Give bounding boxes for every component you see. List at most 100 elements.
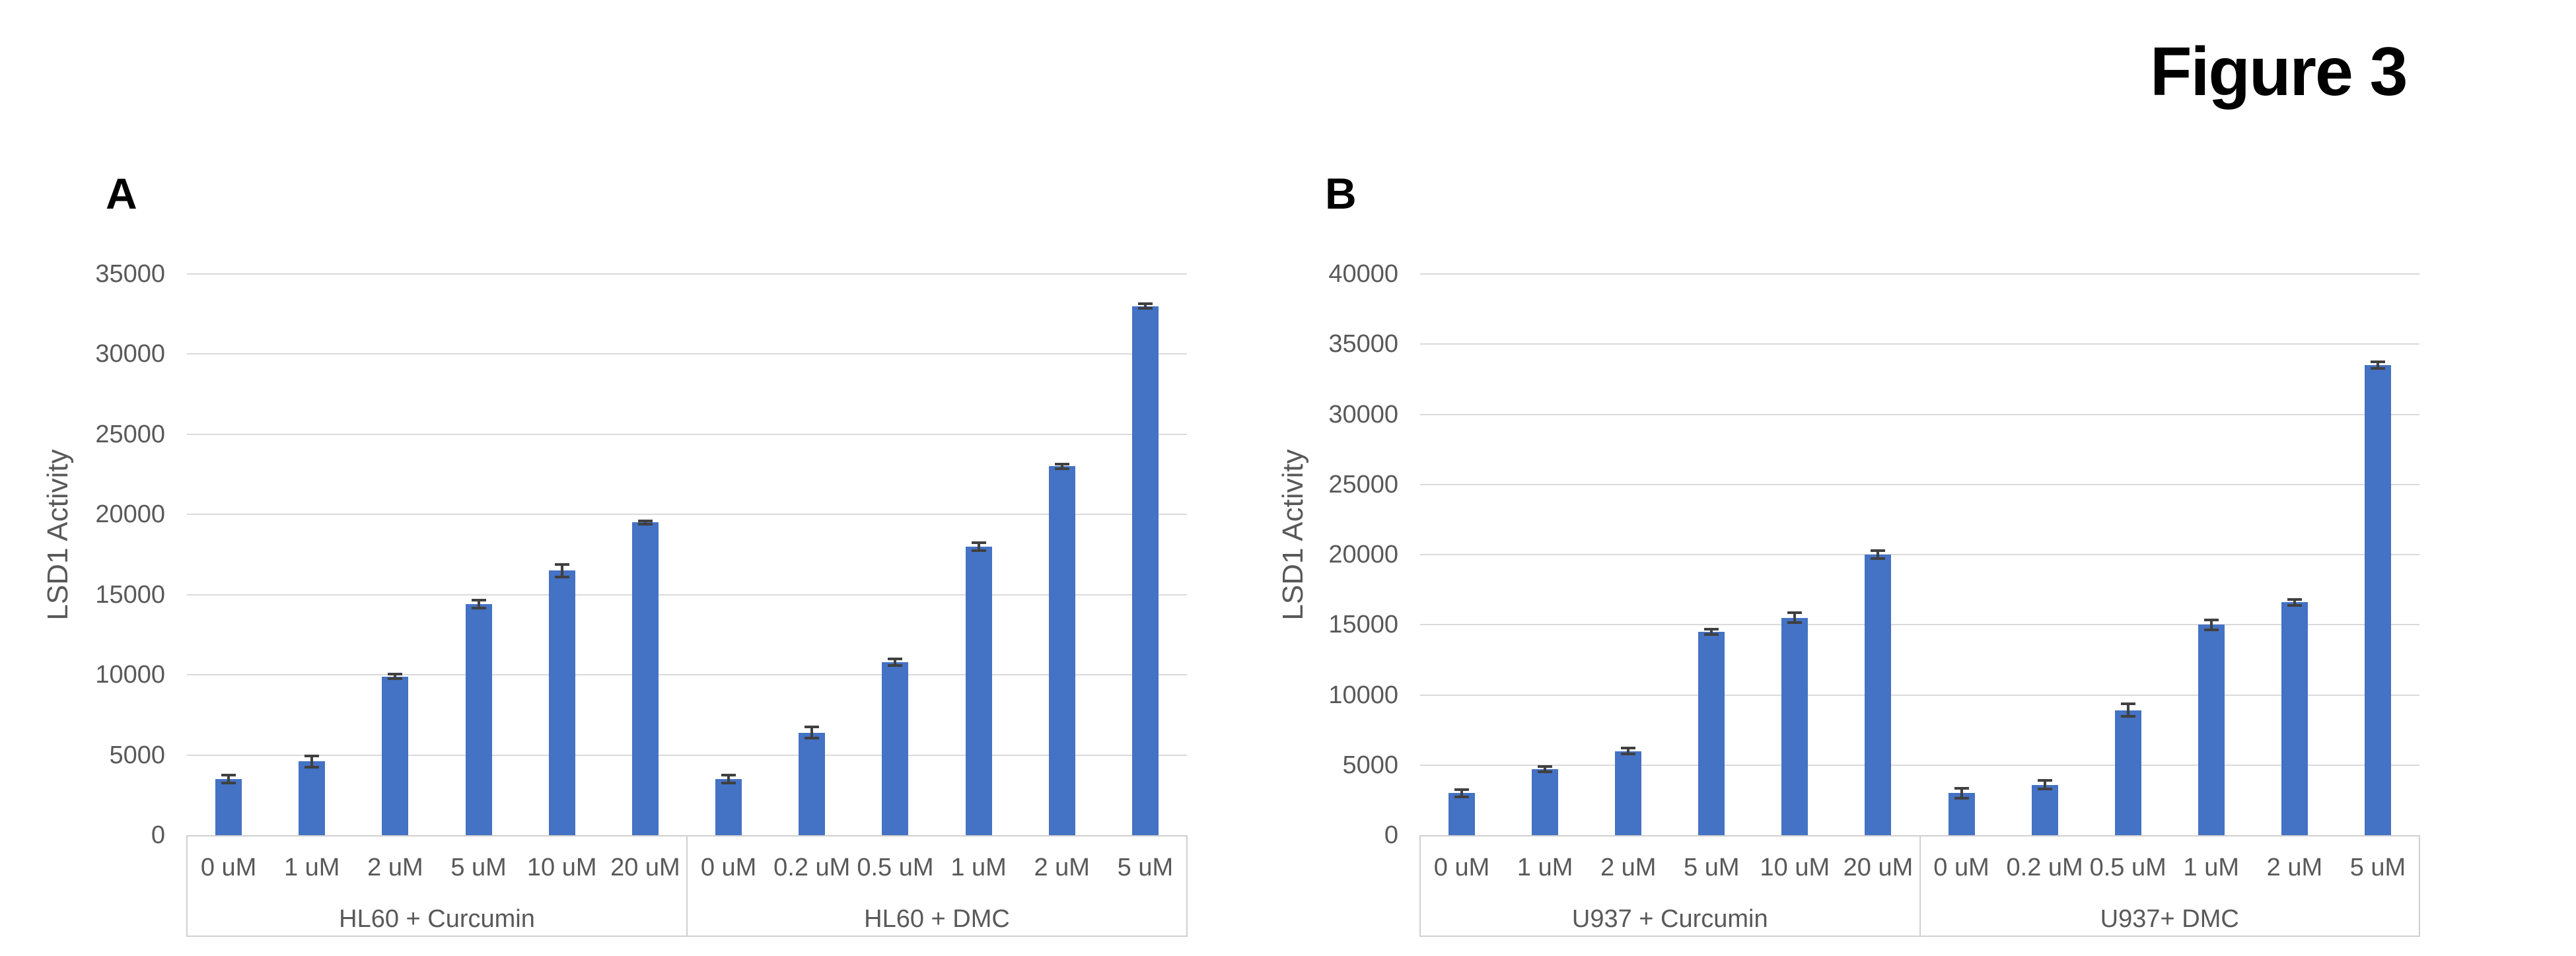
category-label: 1 uM — [950, 854, 1007, 881]
error-bar-cap-bottom — [2203, 628, 2219, 631]
error-bar — [977, 542, 980, 551]
error-bar-cap-bottom — [805, 737, 820, 740]
error-bar — [1877, 550, 1880, 559]
group-label: HL60 + DMC — [864, 905, 1010, 933]
category-divider — [2419, 835, 2420, 937]
bar — [548, 570, 575, 835]
bar — [2364, 365, 2391, 835]
bar — [1781, 617, 1808, 835]
category-divider — [1419, 835, 1421, 937]
figure-title: Figure 3 — [2150, 34, 2408, 110]
bar — [799, 732, 826, 835]
error-bar-cap-bottom — [554, 576, 569, 578]
y-tick-label: 20000 — [1328, 541, 1398, 568]
gridline — [187, 514, 1187, 516]
y-tick-label: 30000 — [95, 340, 165, 368]
group-label: U937+ DMC — [2100, 905, 2239, 933]
y-tick-label: 20000 — [95, 500, 165, 529]
y-tick-label: 0 — [1384, 821, 1398, 849]
bar — [2198, 625, 2225, 835]
gridline — [187, 433, 1187, 435]
y-tick-label: 5000 — [109, 741, 165, 769]
gridline — [1420, 483, 2419, 485]
error-bar-cap-bottom — [1621, 752, 1636, 755]
error-bar-cap-top — [888, 657, 903, 660]
error-bar-cap-top — [637, 520, 653, 522]
category-label: 0.2 uM — [2006, 854, 2083, 881]
gridline — [187, 674, 1187, 676]
y-tick-label: 10000 — [1328, 681, 1398, 709]
y-tick-label: 40000 — [1328, 260, 1398, 288]
category-label: 0 uM — [1933, 854, 1989, 881]
error-bar-cap-bottom — [1054, 467, 1069, 471]
category-label: 0 uM — [200, 854, 257, 881]
error-bar — [394, 673, 397, 679]
error-bar-cap-top — [1787, 611, 1803, 615]
gridline — [1420, 554, 2419, 555]
error-bar — [894, 658, 897, 666]
error-bar — [2126, 704, 2129, 717]
category-label: 5 uM — [2349, 854, 2406, 881]
error-bar-cap-bottom — [1538, 770, 1553, 774]
error-bar-cap-top — [1137, 302, 1153, 305]
category-label: 0.5 uM — [857, 854, 934, 881]
bar — [465, 604, 492, 835]
error-bar-cap-bottom — [2370, 367, 2385, 370]
error-bar-cap-bottom — [304, 765, 320, 768]
error-bar — [2043, 780, 2046, 789]
category-label: 0 uM — [700, 854, 757, 881]
gridline — [1420, 624, 2419, 626]
category-label: 0 uM — [1433, 854, 1490, 881]
error-bar-cap-top — [971, 541, 986, 544]
bar — [2031, 784, 2058, 835]
error-bar — [1544, 766, 1547, 772]
error-bar-cap-top — [2203, 618, 2219, 621]
bar — [1698, 631, 1725, 835]
error-bar — [1143, 303, 1147, 309]
gridline — [1420, 343, 2419, 345]
category-label: 0.5 uM — [2089, 854, 2166, 881]
error-bar-cap-top — [2120, 702, 2135, 706]
y-tick-label: 30000 — [1328, 400, 1398, 428]
gridline — [187, 754, 1187, 756]
error-bar-cap-top — [1538, 765, 1553, 768]
error-bar-cap-top — [1704, 627, 1719, 631]
error-bar — [2376, 361, 2379, 369]
bar — [631, 522, 659, 835]
category-label: 2 uM — [1600, 854, 1657, 881]
error-bar-cap-top — [221, 773, 236, 776]
error-bar — [227, 774, 231, 784]
error-bar-cap-top — [2287, 598, 2302, 601]
error-bar-cap-top — [721, 773, 736, 776]
error-bar-cap-bottom — [1871, 557, 1886, 561]
error-bar-cap-bottom — [888, 664, 903, 667]
bar — [1865, 555, 1892, 835]
bar — [1131, 306, 1159, 835]
category-divider — [686, 835, 688, 937]
gridline — [187, 273, 1187, 275]
y-tick-label: 5000 — [1342, 751, 1398, 779]
error-bar — [1060, 463, 1063, 469]
error-bar-cap-bottom — [1704, 633, 1719, 636]
y-tick-label: 15000 — [1328, 611, 1398, 639]
category-label: 2 uM — [2266, 854, 2323, 881]
error-bar-cap-top — [1454, 788, 1470, 791]
category-label: 1 uM — [2183, 854, 2240, 881]
error-bar-cap-top — [471, 599, 486, 602]
bar — [215, 779, 242, 835]
error-bar-cap-top — [554, 563, 569, 566]
category-label: 20 uM — [1843, 854, 1914, 881]
bar — [715, 779, 742, 835]
category-label: 5 uM — [1684, 854, 1740, 881]
error-bar-cap-bottom — [1137, 307, 1153, 310]
y-tick-label: 25000 — [1328, 470, 1398, 498]
error-bar-cap-top — [304, 754, 320, 757]
error-bar-cap-bottom — [1454, 795, 1470, 798]
category-label: 2 uM — [1034, 854, 1090, 881]
bar — [882, 662, 909, 835]
error-bar-cap-top — [805, 726, 820, 729]
category-divider — [1186, 835, 1188, 937]
y-tick-label: 10000 — [95, 661, 165, 689]
bar — [1948, 793, 1975, 835]
